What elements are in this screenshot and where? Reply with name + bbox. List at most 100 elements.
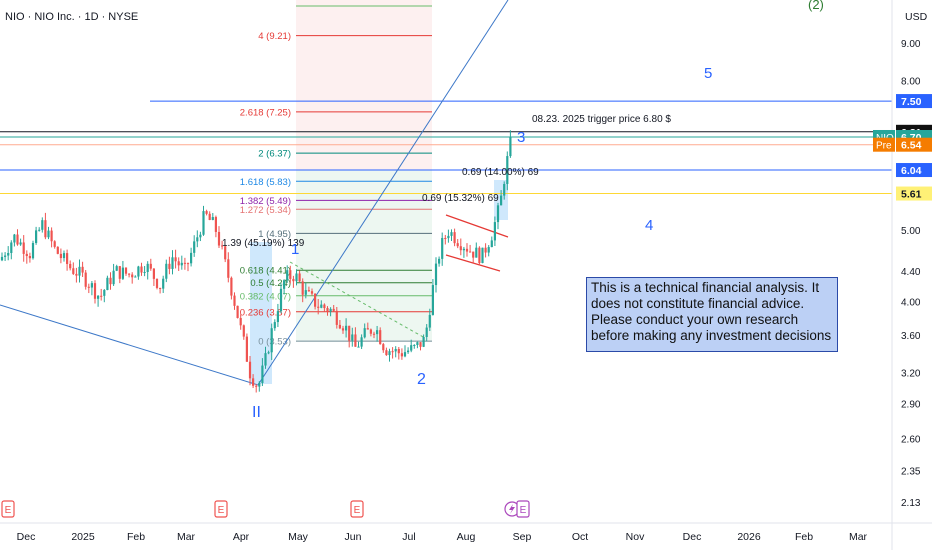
candle-body[interactable] <box>487 247 490 253</box>
candle-body[interactable] <box>196 237 199 242</box>
candle-body[interactable] <box>106 277 109 291</box>
candle-body[interactable] <box>270 328 273 353</box>
candle-body[interactable] <box>162 278 165 289</box>
candlestick-series[interactable] <box>0 130 512 393</box>
candle-body[interactable] <box>400 353 403 357</box>
candle-body[interactable] <box>193 241 196 253</box>
candle-body[interactable] <box>434 263 438 286</box>
candle-body[interactable] <box>428 314 431 328</box>
candle-body[interactable] <box>332 308 335 311</box>
candle-body[interactable] <box>453 232 456 244</box>
candle-body[interactable] <box>72 268 75 274</box>
candle-body[interactable] <box>233 295 236 306</box>
disclaimer-note[interactable]: This is a technical financial analysis. … <box>586 277 838 352</box>
candle-body[interactable] <box>360 337 363 347</box>
candle-body[interactable] <box>115 266 118 271</box>
candle-body[interactable] <box>289 270 292 279</box>
trendlines[interactable] <box>0 0 509 386</box>
candle-body[interactable] <box>7 252 10 256</box>
candle-body[interactable] <box>78 266 81 276</box>
candle-body[interactable] <box>484 247 487 253</box>
candle-body[interactable] <box>369 329 372 334</box>
candle-body[interactable] <box>366 328 369 330</box>
candle-body[interactable] <box>56 246 59 254</box>
candle-body[interactable] <box>279 288 283 312</box>
candle-body[interactable] <box>509 137 512 157</box>
candle-body[interactable] <box>50 230 53 242</box>
candle-body[interactable] <box>221 245 224 247</box>
candle-body[interactable] <box>465 248 469 252</box>
candle-body[interactable] <box>348 325 351 341</box>
earnings-event-marker[interactable] <box>214 500 228 518</box>
fib-retracement[interactable]: 4 (9.21) 2.618 (7.25) 2 (6.37) 1.618 (5.83)… <box>240 5 432 348</box>
earnings-event-marker[interactable] <box>350 500 364 518</box>
candle-body[interactable] <box>431 285 434 315</box>
candle-body[interactable] <box>84 272 87 287</box>
trendline-dashed[interactable] <box>289 261 426 339</box>
candle-body[interactable] <box>19 242 22 245</box>
candle-body[interactable] <box>100 295 103 297</box>
candle-body[interactable] <box>87 286 90 288</box>
candle-body[interactable] <box>62 253 66 259</box>
candle-body[interactable] <box>295 273 298 282</box>
candle-body[interactable] <box>236 305 239 318</box>
candle-body[interactable] <box>472 251 475 258</box>
candle-body[interactable] <box>416 342 419 346</box>
candle-body[interactable] <box>425 327 428 337</box>
candle-body[interactable] <box>422 336 425 347</box>
candle-body[interactable] <box>317 306 320 308</box>
candle-body[interactable] <box>255 385 258 387</box>
candle-body[interactable] <box>314 293 317 307</box>
candle-body[interactable] <box>155 278 159 288</box>
candle-body[interactable] <box>264 353 267 366</box>
candle-body[interactable] <box>301 281 304 295</box>
candle-body[interactable] <box>137 266 140 277</box>
candle-body[interactable] <box>146 263 149 272</box>
candle-body[interactable] <box>93 283 97 299</box>
time-axis[interactable]: Dec 2025 Feb Mar Apr May Jun Jul Aug Sep Oct Nov Dec… <box>17 531 868 543</box>
candle-body[interactable] <box>444 237 447 239</box>
candle-body[interactable] <box>403 352 407 357</box>
candle-body[interactable] <box>90 283 93 288</box>
candle-body[interactable] <box>345 325 348 331</box>
candle-body[interactable] <box>493 222 496 241</box>
candle-body[interactable] <box>245 336 248 362</box>
candle-body[interactable] <box>81 266 84 273</box>
candle-body[interactable] <box>469 251 472 253</box>
candle-body[interactable] <box>214 217 217 232</box>
candle-body[interactable] <box>121 267 124 279</box>
candle-body[interactable] <box>25 253 28 257</box>
candle-body[interactable] <box>165 263 168 279</box>
candle-body[interactable] <box>273 322 276 329</box>
candle-body[interactable] <box>450 232 453 236</box>
candle-body[interactable] <box>506 156 509 184</box>
candle-body[interactable] <box>388 351 391 356</box>
candle-body[interactable] <box>22 242 25 254</box>
candle-body[interactable] <box>475 247 478 258</box>
earnings-event-marker[interactable] <box>1 500 15 518</box>
candle-body[interactable] <box>407 350 410 353</box>
candle-body[interactable] <box>177 261 180 266</box>
candle-body[interactable] <box>385 350 388 356</box>
candle-body[interactable] <box>171 257 174 269</box>
candle-body[interactable] <box>0 256 4 261</box>
candle-body[interactable] <box>41 220 44 230</box>
candle-body[interactable] <box>180 262 183 266</box>
candle-body[interactable] <box>335 310 338 325</box>
candle-body[interactable] <box>109 277 112 285</box>
candle-body[interactable] <box>199 234 202 238</box>
candle-body[interactable] <box>118 266 121 279</box>
candle-body[interactable] <box>283 280 286 289</box>
candle-body[interactable] <box>59 253 62 259</box>
candle-body[interactable] <box>217 231 221 246</box>
candle-body[interactable] <box>338 324 341 329</box>
candle-body[interactable] <box>320 304 323 308</box>
candle-body[interactable] <box>183 262 186 264</box>
candle-body[interactable] <box>419 342 422 347</box>
candle-body[interactable] <box>10 242 13 253</box>
candle-body[interactable] <box>478 247 481 264</box>
candle-body[interactable] <box>351 334 354 341</box>
trendline-rally[interactable] <box>257 0 509 386</box>
horizontal-lines[interactable] <box>0 100 892 195</box>
flag-upper-line[interactable] <box>445 214 509 238</box>
